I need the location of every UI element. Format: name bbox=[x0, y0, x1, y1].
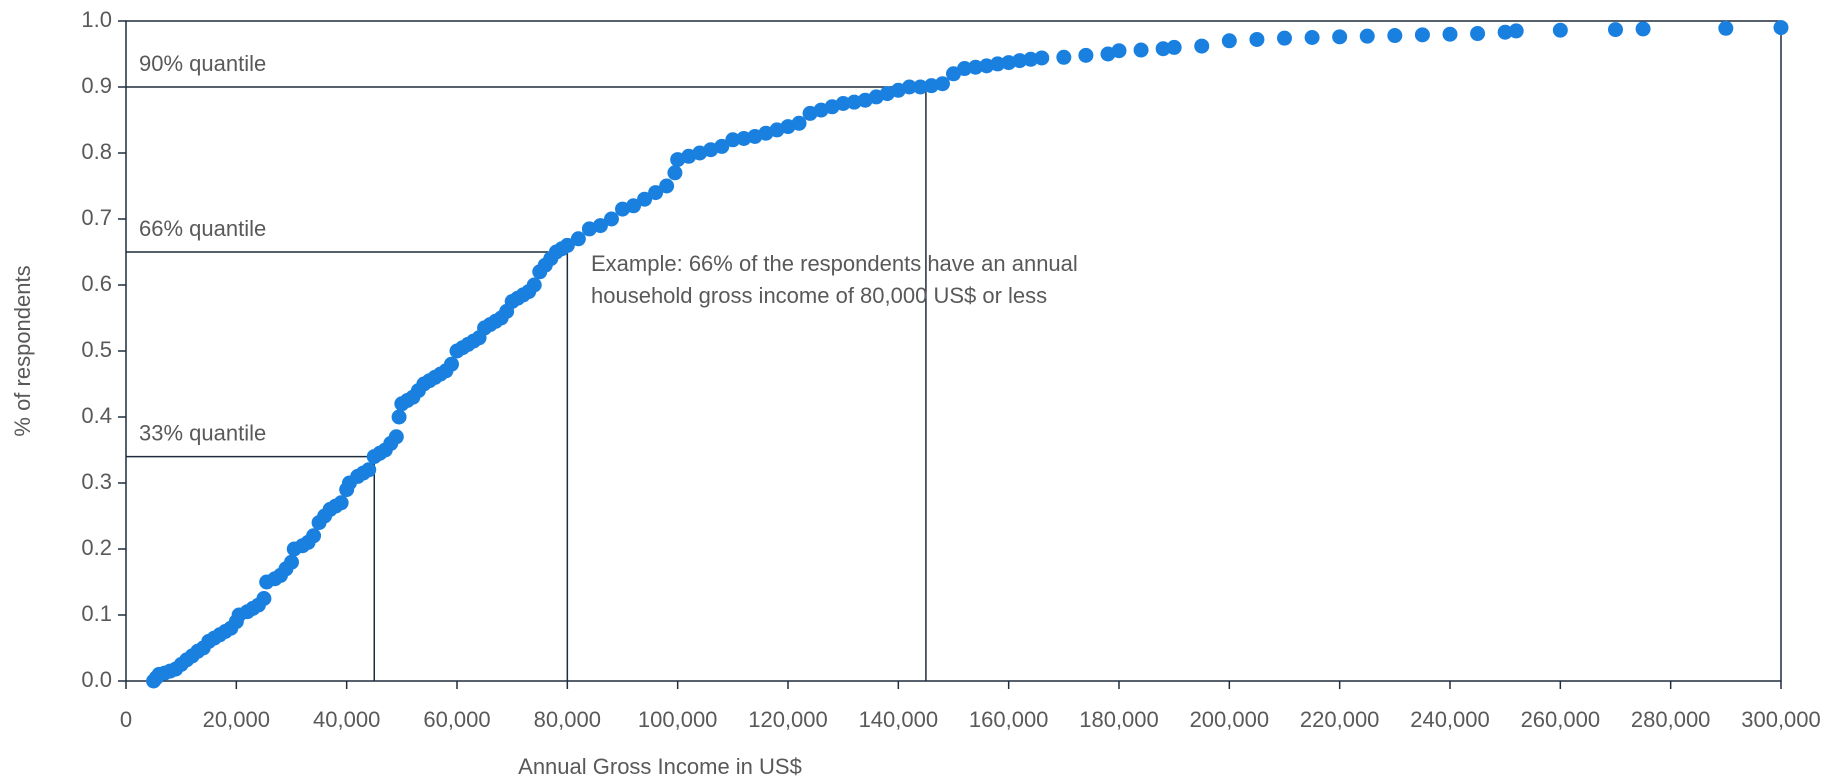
data-point bbox=[1497, 24, 1513, 40]
x-tick-label: 140,000 bbox=[859, 707, 939, 732]
data-point bbox=[1056, 49, 1072, 65]
data-point bbox=[1442, 26, 1458, 42]
data-point bbox=[526, 277, 542, 293]
data-point bbox=[306, 528, 322, 544]
annotation-note: household gross income of 80,000 US$ or … bbox=[591, 283, 1047, 308]
data-point bbox=[1773, 20, 1789, 36]
data-point bbox=[1332, 29, 1348, 45]
data-point bbox=[391, 409, 407, 425]
data-point bbox=[1012, 53, 1028, 69]
data-point bbox=[1608, 22, 1623, 38]
data-point bbox=[1221, 33, 1237, 49]
y-tick-label: 0.0 bbox=[81, 667, 112, 692]
data-point bbox=[990, 56, 1006, 72]
x-tick-label: 220,000 bbox=[1300, 707, 1380, 732]
data-point bbox=[592, 218, 608, 234]
data-point bbox=[901, 79, 917, 95]
quantile-line bbox=[126, 455, 375, 681]
data-point bbox=[1304, 30, 1320, 45]
data-point bbox=[1277, 30, 1292, 46]
data-point bbox=[667, 165, 683, 181]
x-tick-label: 240,000 bbox=[1410, 707, 1490, 732]
data-point bbox=[714, 138, 730, 154]
data-point bbox=[603, 211, 619, 227]
x-tick-label: 260,000 bbox=[1521, 707, 1601, 732]
data-point bbox=[1470, 26, 1486, 42]
data-point bbox=[1078, 47, 1094, 63]
data-point bbox=[968, 59, 984, 75]
y-tick-label: 0.1 bbox=[81, 601, 112, 626]
x-tick-label: 100,000 bbox=[638, 707, 718, 732]
data-point bbox=[333, 495, 349, 511]
y-tick-label: 0.2 bbox=[81, 535, 112, 560]
x-tick-label: 120,000 bbox=[748, 707, 828, 732]
y-tick-label: 0.7 bbox=[81, 205, 112, 230]
quantile-label: 33% quantile bbox=[139, 420, 266, 445]
y-axis-title: % of respondents bbox=[10, 265, 35, 436]
data-point bbox=[637, 191, 653, 207]
data-point bbox=[361, 462, 377, 478]
quantile-line bbox=[126, 86, 927, 681]
data-point bbox=[1133, 42, 1149, 58]
y-tick-label: 0.9 bbox=[81, 73, 112, 98]
x-tick-label: 300,000 bbox=[1741, 707, 1821, 732]
x-tick-label: 80,000 bbox=[534, 707, 601, 732]
data-point bbox=[835, 96, 851, 111]
x-tick-label: 180,000 bbox=[1079, 707, 1159, 732]
data-point bbox=[934, 76, 950, 92]
data-point bbox=[1034, 50, 1050, 66]
data-point bbox=[1635, 21, 1651, 37]
quantile-label: 66% quantile bbox=[139, 216, 266, 241]
data-point bbox=[443, 356, 459, 372]
data-point bbox=[1718, 20, 1734, 36]
data-point bbox=[791, 115, 807, 131]
x-tick-label: 40,000 bbox=[313, 707, 380, 732]
data-point bbox=[1194, 38, 1210, 54]
y-tick-label: 0.3 bbox=[81, 469, 112, 494]
data-point bbox=[570, 231, 586, 247]
data-point bbox=[284, 554, 299, 570]
data-point bbox=[1387, 28, 1403, 44]
data-point bbox=[626, 198, 642, 214]
data-point bbox=[1111, 43, 1127, 59]
x-tick-label: 200,000 bbox=[1190, 707, 1270, 732]
data-point bbox=[957, 61, 973, 77]
data-point bbox=[1155, 41, 1171, 57]
y-tick-label: 0.4 bbox=[81, 403, 112, 428]
y-tick-label: 1.0 bbox=[81, 7, 112, 32]
data-point bbox=[659, 178, 675, 194]
data-point bbox=[912, 79, 928, 95]
data-point bbox=[725, 132, 741, 148]
x-tick-label: 60,000 bbox=[423, 707, 490, 732]
data-point bbox=[1249, 31, 1265, 47]
x-tick-label: 0 bbox=[120, 707, 132, 732]
quantile-label: 90% quantile bbox=[139, 51, 266, 76]
data-point bbox=[256, 591, 272, 606]
x-tick-label: 20,000 bbox=[203, 707, 270, 732]
x-axis-title: Annual Gross Income in US$ bbox=[518, 754, 802, 779]
data-point bbox=[388, 429, 404, 445]
data-point bbox=[559, 237, 575, 253]
y-tick-label: 0.6 bbox=[81, 271, 112, 296]
data-point bbox=[648, 185, 664, 201]
data-point bbox=[1359, 28, 1375, 44]
x-tick-label: 280,000 bbox=[1631, 707, 1711, 732]
data-point bbox=[1508, 23, 1524, 39]
x-tick-label: 160,000 bbox=[969, 707, 1049, 732]
data-point bbox=[1023, 51, 1039, 67]
y-tick-label: 0.5 bbox=[81, 337, 112, 362]
y-tick-label: 0.8 bbox=[81, 139, 112, 164]
data-point bbox=[1166, 39, 1182, 55]
data-point bbox=[1414, 27, 1430, 43]
data-point bbox=[1552, 22, 1568, 38]
annotation-note: Example: 66% of the respondents have an … bbox=[591, 251, 1078, 276]
